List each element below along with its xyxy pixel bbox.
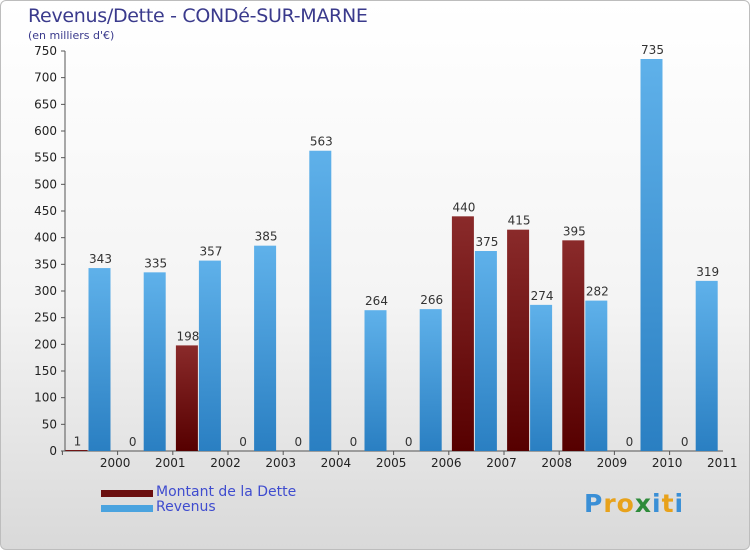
legend-label-dette: Montant de la Dette: [156, 484, 297, 500]
bar-revenus: [530, 304, 553, 451]
y-tick-label: 500: [34, 177, 57, 191]
x-tick-label: 2005: [376, 456, 407, 470]
bar-revenus: [474, 251, 497, 451]
data-label-dette: 440: [452, 200, 475, 214]
x-tick-label: 2003: [265, 456, 296, 470]
data-label-dette: 0: [294, 435, 302, 449]
y-tick-label: 400: [34, 231, 57, 245]
data-label-revenus: 563: [310, 135, 333, 149]
x-tick-label: 2010: [652, 456, 683, 470]
data-label-dette: 0: [626, 435, 634, 449]
data-label-revenus: 343: [89, 252, 112, 266]
data-label-dette: 0: [405, 435, 413, 449]
bar-revenus: [309, 150, 332, 451]
bar-revenus: [143, 272, 166, 451]
bar-revenus: [585, 300, 608, 451]
bar-dette: [451, 216, 474, 451]
data-label-revenus: 266: [420, 293, 443, 307]
y-tick-label: 750: [34, 44, 57, 58]
bar-revenus: [640, 59, 663, 451]
bar-dette: [562, 240, 585, 451]
logo-letter: o: [616, 489, 635, 518]
proxiti-logo: Proxiti: [584, 489, 684, 518]
bar-revenus: [254, 245, 277, 451]
data-label-revenus: 735: [641, 43, 664, 57]
data-label-dette: 415: [508, 214, 531, 228]
bar-revenus: [695, 280, 718, 451]
data-label-revenus: 357: [199, 245, 222, 259]
x-tick-label: 2009: [597, 456, 628, 470]
y-tick-label: 700: [34, 71, 57, 85]
logo-letter: P: [584, 489, 604, 518]
x-tick-label: 2011: [707, 456, 738, 470]
y-tick-label: 450: [34, 204, 57, 218]
logo-letter: x: [634, 489, 652, 518]
bar-dette: [507, 229, 530, 451]
chart-subtitle: (en milliers d'€): [28, 29, 115, 42]
y-tick-label: 600: [34, 124, 57, 138]
legend-swatch-dette: [101, 490, 153, 497]
logo-letter: t: [661, 489, 675, 518]
y-tick-label: 0: [49, 444, 57, 458]
y-tick-label: 550: [34, 151, 57, 165]
y-tick-label: 350: [34, 257, 57, 271]
data-label-dette: 198: [176, 329, 199, 343]
logo-letter: r: [603, 489, 617, 518]
logo-letter: i: [674, 489, 685, 518]
y-tick-label: 650: [34, 97, 57, 111]
bar-revenus: [419, 309, 442, 451]
y-tick-label: 300: [34, 284, 57, 298]
data-label-dette: 0: [681, 435, 689, 449]
y-tick-label: 200: [34, 337, 57, 351]
x-tick-label: 2001: [155, 456, 186, 470]
x-tick-label: 2006: [431, 456, 462, 470]
chart-title: Revenus/Dette - CONDé-SUR-MARNE: [28, 5, 368, 27]
data-label-dette: 395: [563, 224, 586, 238]
data-label-revenus: 274: [531, 289, 554, 303]
x-tick-label: 2000: [100, 456, 131, 470]
y-tick-label: 250: [34, 311, 57, 325]
data-label-dette: 0: [239, 435, 247, 449]
y-tick-label: 100: [34, 391, 57, 405]
legend-label-revenus: Revenus: [156, 499, 216, 515]
y-tick-label: 150: [34, 364, 57, 378]
data-label-revenus: 375: [475, 235, 498, 249]
logo-letter: i: [652, 489, 662, 518]
x-tick-label: 2007: [486, 456, 517, 470]
data-label-revenus: 264: [365, 294, 388, 308]
legend-swatch-revenus: [101, 505, 153, 512]
bar-revenus: [88, 268, 111, 451]
data-label-revenus: 385: [255, 230, 278, 244]
data-label-dette: 0: [350, 435, 358, 449]
bar-dette: [175, 345, 198, 451]
x-tick-label: 2004: [321, 456, 352, 470]
data-label-dette: 1: [74, 434, 82, 448]
bar-dette: [65, 450, 88, 451]
data-label-revenus: 319: [696, 265, 719, 279]
data-label-revenus: 335: [144, 256, 167, 270]
bar-revenus: [364, 310, 387, 451]
bar-revenus: [198, 260, 221, 451]
x-tick-label: 2002: [210, 456, 241, 470]
y-tick-label: 50: [42, 417, 57, 431]
data-label-dette: 0: [129, 435, 137, 449]
data-label-revenus: 282: [586, 285, 609, 299]
x-tick-label: 2008: [541, 456, 572, 470]
